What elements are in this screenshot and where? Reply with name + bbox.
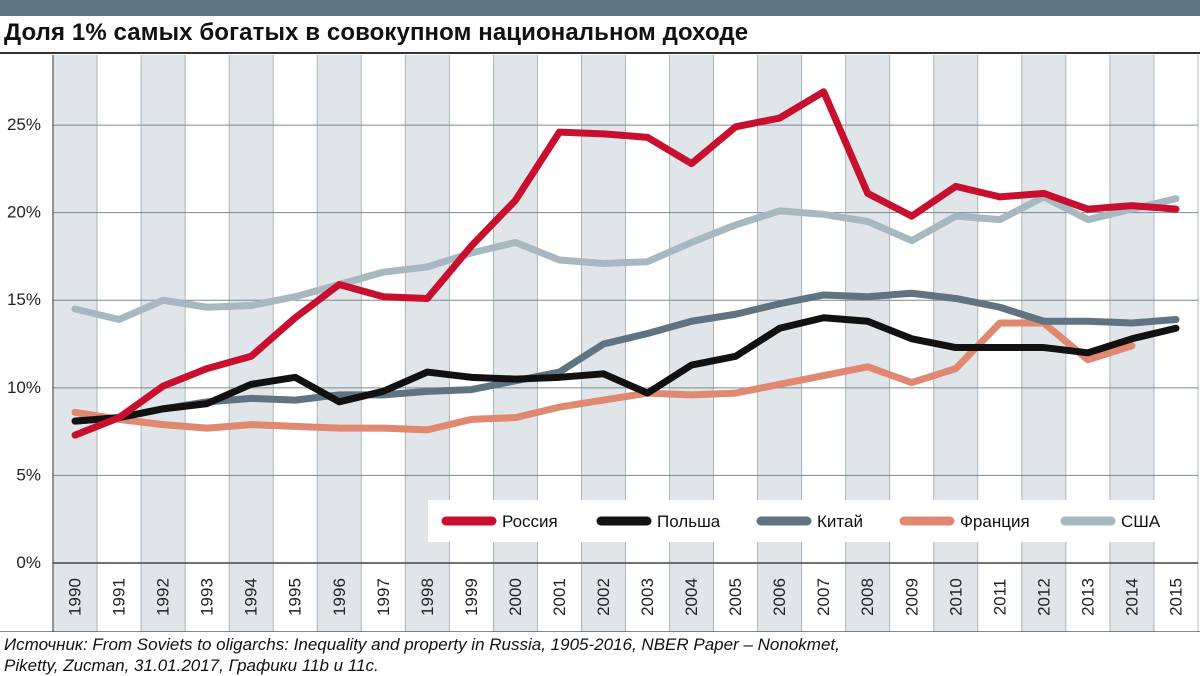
column-band — [757, 55, 802, 632]
column-band — [405, 55, 450, 632]
legend-item: США — [1060, 512, 1161, 531]
column-band — [1021, 55, 1066, 632]
x-tick-label: 2000 — [506, 578, 525, 616]
x-tick-label: 2009 — [902, 578, 921, 616]
x-tick-label: 1996 — [330, 578, 349, 616]
column-band — [97, 55, 142, 632]
column-band — [493, 55, 538, 632]
series-line-Россия — [71, 88, 1180, 439]
column-band — [273, 55, 318, 632]
chart-title: Доля 1% самых богатых в совокупном нацио… — [4, 19, 749, 46]
x-tick-label: 2007 — [814, 578, 833, 616]
x-tick-label: 2003 — [638, 578, 657, 616]
x-tick-label: 2014 — [1122, 578, 1141, 616]
legend-item: Китай — [756, 512, 863, 531]
legend-item: Россия — [441, 512, 558, 531]
legend-label: Россия — [502, 512, 558, 531]
column-band — [141, 55, 186, 632]
column-band — [669, 55, 714, 632]
column-band — [845, 55, 890, 632]
source-line-2: Piketty, Zucman, 31.01.2017, Графики 11b… — [4, 656, 379, 675]
x-tick-label: 1999 — [462, 578, 481, 616]
series-line-Франция — [71, 319, 1136, 434]
x-tick-label: 1992 — [154, 578, 173, 616]
x-tick-label: 2004 — [682, 578, 701, 616]
column-band — [53, 55, 98, 632]
column-band — [625, 55, 670, 632]
x-tick-label: 2005 — [726, 578, 745, 616]
column-band — [537, 55, 582, 632]
legend-label: США — [1121, 512, 1161, 531]
series-line-Польша — [71, 314, 1180, 425]
legend-item: Польша — [596, 512, 721, 531]
y-tick-label: 20% — [7, 203, 41, 222]
column-band — [1153, 55, 1198, 632]
x-tick-label: 1998 — [418, 578, 437, 616]
column-band — [449, 55, 494, 632]
x-tick-label: 2006 — [770, 578, 789, 616]
y-tick-label: 5% — [16, 465, 41, 484]
column-band — [185, 55, 230, 632]
x-tick-label: 2010 — [946, 578, 965, 616]
y-tick-label: 0% — [16, 553, 41, 572]
x-tick-label: 2008 — [858, 578, 877, 616]
y-tick-label: 15% — [7, 290, 41, 309]
legend-label: Китай — [817, 512, 863, 531]
legend-label: Польша — [657, 512, 721, 531]
x-tick-label: 1994 — [242, 578, 261, 616]
x-tick-label: 1997 — [374, 578, 393, 616]
series-line-Китай — [71, 289, 1180, 425]
x-tick-label: 2013 — [1078, 578, 1097, 616]
line-chart: 0% 5% 10% 15% 20% 25% 1990 1991 1992 1993 1994 1995… — [0, 55, 1200, 632]
legend-label: Франция — [960, 512, 1030, 531]
top-banner — [0, 0, 1200, 16]
x-tick-label: 1995 — [286, 578, 305, 616]
source-note: Источник: From Soviets to oligarchs: Ine… — [4, 634, 840, 676]
x-tick-label: 2015 — [1166, 578, 1185, 616]
series-line-США — [71, 193, 1180, 324]
x-tick-label: 2001 — [550, 578, 569, 616]
legend: Россия Польша Китай Франция США — [428, 500, 1196, 542]
column-band — [317, 55, 362, 632]
x-tick-label: 2002 — [594, 578, 613, 616]
title-divider — [0, 52, 1200, 54]
column-band — [801, 55, 846, 632]
x-tick-label: 2012 — [1034, 578, 1053, 616]
x-tick-label: 2011 — [990, 579, 1009, 616]
source-line-1: Источник: From Soviets to oligarchs: Ine… — [4, 635, 840, 654]
legend-item: Франция — [899, 512, 1030, 531]
y-tick-label: 10% — [7, 378, 41, 397]
x-tick-label: 1990 — [66, 578, 85, 616]
x-tick-label: 1993 — [198, 578, 217, 616]
column-band — [361, 55, 406, 632]
x-tick-label: 1991 — [110, 578, 129, 616]
y-tick-label: 25% — [7, 115, 41, 134]
